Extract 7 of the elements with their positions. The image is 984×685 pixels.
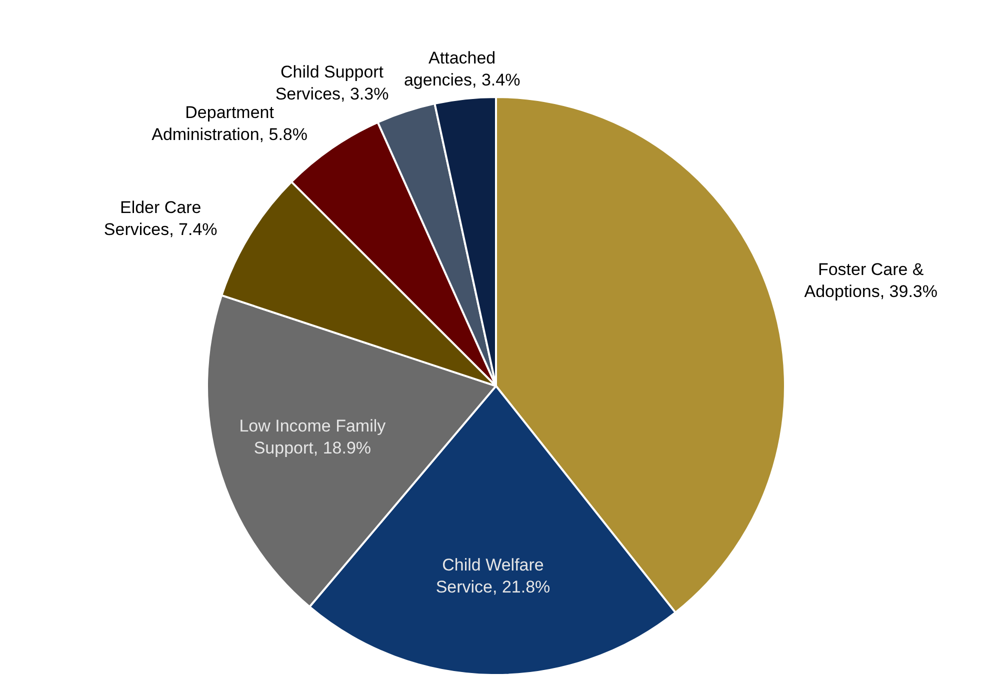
slice-label: Attached agencies, 3.4% [404,48,520,90]
slice-label: Elder Care Services, 7.4% [104,198,218,240]
slice-label: Child Support Services, 3.3% [275,62,389,104]
slice-label: Department Administration, 5.8% [152,102,308,144]
slice-label: Child Welfare Service, 21.8% [436,555,550,596]
slice-label: Foster Care & Adoptions, 39.3% [804,260,938,302]
slice-label: Low Income Family Support, 18.9% [239,416,386,458]
